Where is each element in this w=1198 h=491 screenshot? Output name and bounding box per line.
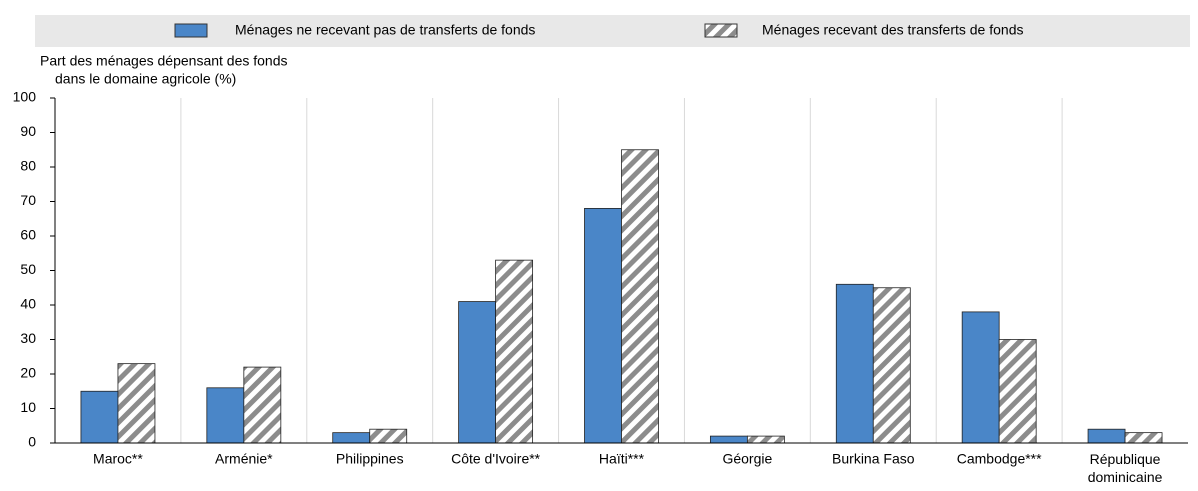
x-tick-label: Arménie* [215,451,273,467]
bar [872,287,911,444]
y-tick-label: 100 [13,89,37,105]
bar [458,301,497,444]
y-tick-label: 40 [20,296,36,312]
bar [117,363,156,444]
legend-label: Ménages ne recevant pas de transferts de… [235,22,535,38]
x-tick-label: Maroc** [93,451,143,467]
x-tick-label: Philippines [336,451,404,467]
y-tick-label: 30 [20,330,36,346]
y-tick-label: 20 [20,365,36,381]
y-tick-label: 70 [20,192,36,208]
x-tick-label: Géorgie [722,451,772,467]
y-tick-label: 80 [20,158,36,174]
bar [369,428,408,444]
x-tick-label: Cambodge*** [957,451,1042,467]
bar [621,149,659,444]
bar [1124,432,1163,444]
bar [332,432,371,444]
x-tick-label: Haïti*** [599,451,645,467]
bar [998,339,1037,444]
x-tick-label: République dominicaine [1088,451,1163,485]
y-axis-title: Part des ménages dépensant des fonds [40,53,288,69]
bar [584,207,622,444]
bar [835,283,874,444]
y-axis-title: dans le domaine agricole (%) [55,71,236,87]
y-tick-label: 60 [20,227,36,243]
y-tick-label: 0 [28,434,36,450]
legend-swatch [174,23,208,38]
bar [80,390,119,444]
bar [961,311,1000,444]
legend-swatch [704,23,738,38]
legend-label: Ménages recevant des transferts de fonds [762,22,1023,38]
x-tick-label: Burkina Faso [832,451,915,467]
y-tick-label: 50 [20,261,36,277]
y-tick-label: 90 [20,123,36,139]
legend-background [35,15,1190,47]
bar [495,259,534,444]
bar [206,387,245,444]
bar [243,366,282,444]
bar [746,435,785,444]
y-tick-label: 10 [20,399,36,415]
bar [1087,428,1126,444]
bar [709,435,748,444]
x-tick-label: Côte d'Ivoire** [451,451,541,467]
